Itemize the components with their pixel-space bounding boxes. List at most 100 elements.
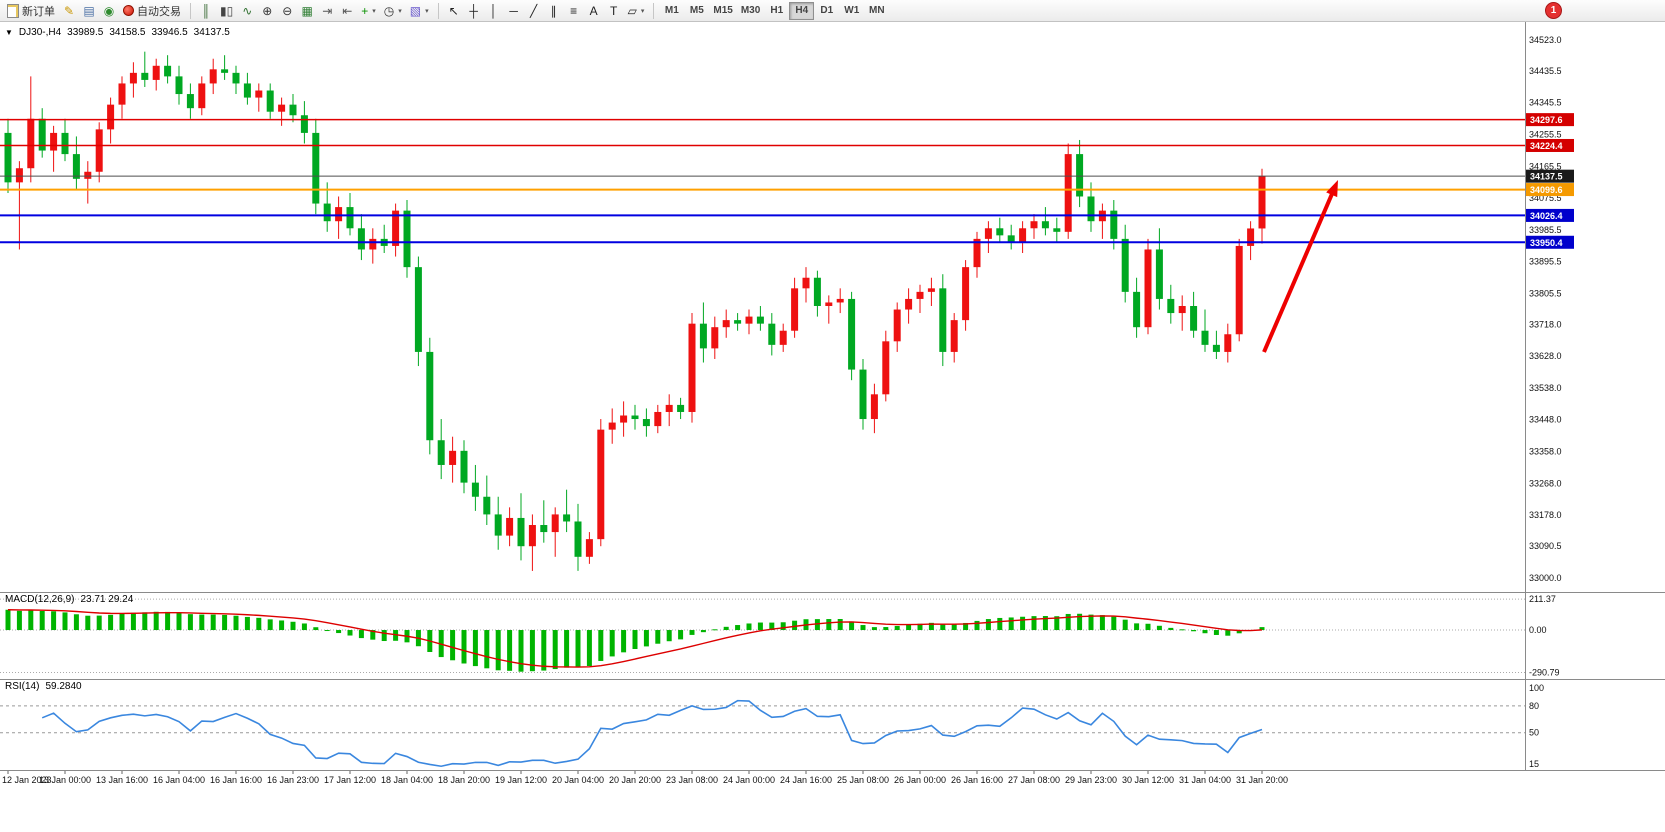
templates-button[interactable]: ▧ ▾ xyxy=(406,2,433,20)
line-chart-button[interactable]: ∿ xyxy=(237,2,257,20)
tile-windows-button[interactable]: ▦ xyxy=(297,2,317,20)
zoom-out-button[interactable]: ⊖ xyxy=(277,2,297,20)
crosshair-button[interactable]: ┼ xyxy=(464,2,484,20)
timeframe-h1-button[interactable]: H1 xyxy=(764,2,789,20)
cursor-icon: ↖ xyxy=(448,3,459,18)
candle-body xyxy=(50,132,58,151)
chart-shift-button[interactable]: ⇤ xyxy=(337,2,357,20)
macd-histogram-bar xyxy=(735,625,741,631)
macd-histogram-bar xyxy=(313,627,319,631)
macd-histogram-bar xyxy=(757,622,763,631)
indicators-button[interactable]: + ▾ xyxy=(357,2,380,20)
time-axis-label: 16 Jan 23:00 xyxy=(267,775,319,785)
metaeditor-button[interactable]: ✎ xyxy=(59,2,79,20)
macd-histogram-bar xyxy=(643,630,649,647)
candle-body xyxy=(654,411,662,427)
macd-histogram-bar xyxy=(176,612,182,631)
candle-body xyxy=(813,277,821,306)
macd-histogram-bar xyxy=(700,630,706,633)
price-axis-label: 33090.5 xyxy=(1529,541,1562,551)
trend-arrow[interactable] xyxy=(1262,180,1338,353)
macd-histogram-bar xyxy=(1156,625,1162,631)
macd-histogram-bar xyxy=(1020,616,1026,631)
candle-body xyxy=(1178,305,1186,314)
candle-body xyxy=(802,277,810,289)
new-order-button[interactable]: 新订单 xyxy=(3,2,59,20)
fibonacci-button[interactable]: ≡ xyxy=(564,2,584,20)
macd-histogram-bar xyxy=(450,630,456,661)
candle-body xyxy=(688,323,696,412)
candlestick-chart-button[interactable]: ▮▯ xyxy=(216,2,237,20)
candle-body xyxy=(791,288,799,331)
zoom-in-button[interactable]: ⊕ xyxy=(257,2,277,20)
candle-body xyxy=(346,207,354,229)
timeframe-m1-button[interactable]: M1 xyxy=(659,2,684,20)
timeframe-m30-button[interactable]: M30 xyxy=(737,2,764,20)
terminal-button[interactable]: ▤ xyxy=(79,2,99,20)
macd-histogram-bar xyxy=(130,612,136,631)
one-click-trading-toggle[interactable]: ▼ xyxy=(5,28,13,37)
macd-histogram-bar xyxy=(1202,630,1208,634)
macd-histogram-bar xyxy=(655,630,661,644)
bar-chart-button[interactable]: ║ xyxy=(196,2,216,20)
price-axis-label: 33538.0 xyxy=(1529,383,1562,393)
candle-body xyxy=(631,415,639,420)
candle-body xyxy=(870,394,878,420)
timeframe-m5-button[interactable]: M5 xyxy=(684,2,709,20)
price-axis-label: 33178.0 xyxy=(1529,510,1562,520)
macd-histogram-bar xyxy=(381,630,387,642)
candle-body xyxy=(107,104,115,130)
timeframe-d1-button[interactable]: D1 xyxy=(814,2,839,20)
candle-body xyxy=(1121,238,1129,292)
strategy-tester-button[interactable]: ◉ xyxy=(99,2,119,20)
macd-histogram-bar xyxy=(267,619,273,631)
candle-body xyxy=(768,323,776,345)
macd-histogram-bar xyxy=(39,610,45,631)
autotrading-button[interactable]: 自动交易 xyxy=(119,2,185,20)
candle-body xyxy=(392,210,400,246)
vertical-line-button[interactable]: │ xyxy=(484,2,504,20)
macd-histogram-bar xyxy=(142,612,148,631)
cursor-button[interactable]: ↖ xyxy=(444,2,464,20)
candle-body xyxy=(1212,344,1220,352)
candle-body xyxy=(608,422,616,430)
candle-body xyxy=(996,228,1004,236)
label-button[interactable]: T xyxy=(604,2,624,20)
candle-body xyxy=(1110,210,1118,239)
candle-body xyxy=(893,309,901,342)
candle-body xyxy=(289,104,297,116)
timeframe-mn-button[interactable]: MN xyxy=(864,2,889,20)
periods-button[interactable]: ◷ ▾ xyxy=(380,2,406,20)
time-axis-label: 18 Jan 04:00 xyxy=(381,775,433,785)
channel-button[interactable]: ∥ xyxy=(544,2,564,20)
trendline-button[interactable]: ╱ xyxy=(524,2,544,20)
vertical-line-icon: │ xyxy=(489,3,498,18)
line-studies-icon-group: ↖ ┼ │ ─ ╱ ∥ ≡ A T ▱ ▾ xyxy=(444,2,649,20)
timeframe-h4-button[interactable]: H4 xyxy=(789,1,815,20)
macd-histogram-bar xyxy=(1213,630,1219,635)
timeframe-m15-button[interactable]: M15 xyxy=(709,2,736,20)
shapes-button[interactable]: ▱ ▾ xyxy=(624,2,649,20)
horizontal-line-button[interactable]: ─ xyxy=(504,2,524,20)
text-button[interactable]: A xyxy=(584,2,604,20)
price-axis-label: 33805.5 xyxy=(1529,288,1562,298)
crosshair-icon: ┼ xyxy=(469,3,478,18)
dropdown-caret-icon: ▾ xyxy=(640,7,645,15)
candle-body xyxy=(1247,228,1255,246)
main-chart-panel xyxy=(0,51,1525,571)
candle-body xyxy=(1201,330,1209,345)
candle-body xyxy=(221,69,229,73)
time-axis-label: 17 Jan 12:00 xyxy=(324,775,376,785)
macd-histogram-bar xyxy=(370,630,376,640)
notifications-badge[interactable]: 1 xyxy=(1545,2,1562,19)
macd-histogram-bar xyxy=(586,630,592,666)
timeframe-w1-button[interactable]: W1 xyxy=(839,2,864,20)
macd-histogram-bar xyxy=(746,623,752,631)
time-axis-label: 30 Jan 12:00 xyxy=(1122,775,1174,785)
auto-scroll-button[interactable]: ⇥ xyxy=(317,2,337,20)
macd-histogram-bar xyxy=(1122,619,1128,631)
dropdown-caret-icon: ▾ xyxy=(372,7,376,15)
candle-body xyxy=(141,72,149,80)
time-axis-label: 31 Jan 04:00 xyxy=(1179,775,1231,785)
macd-histogram-bar xyxy=(233,615,239,631)
